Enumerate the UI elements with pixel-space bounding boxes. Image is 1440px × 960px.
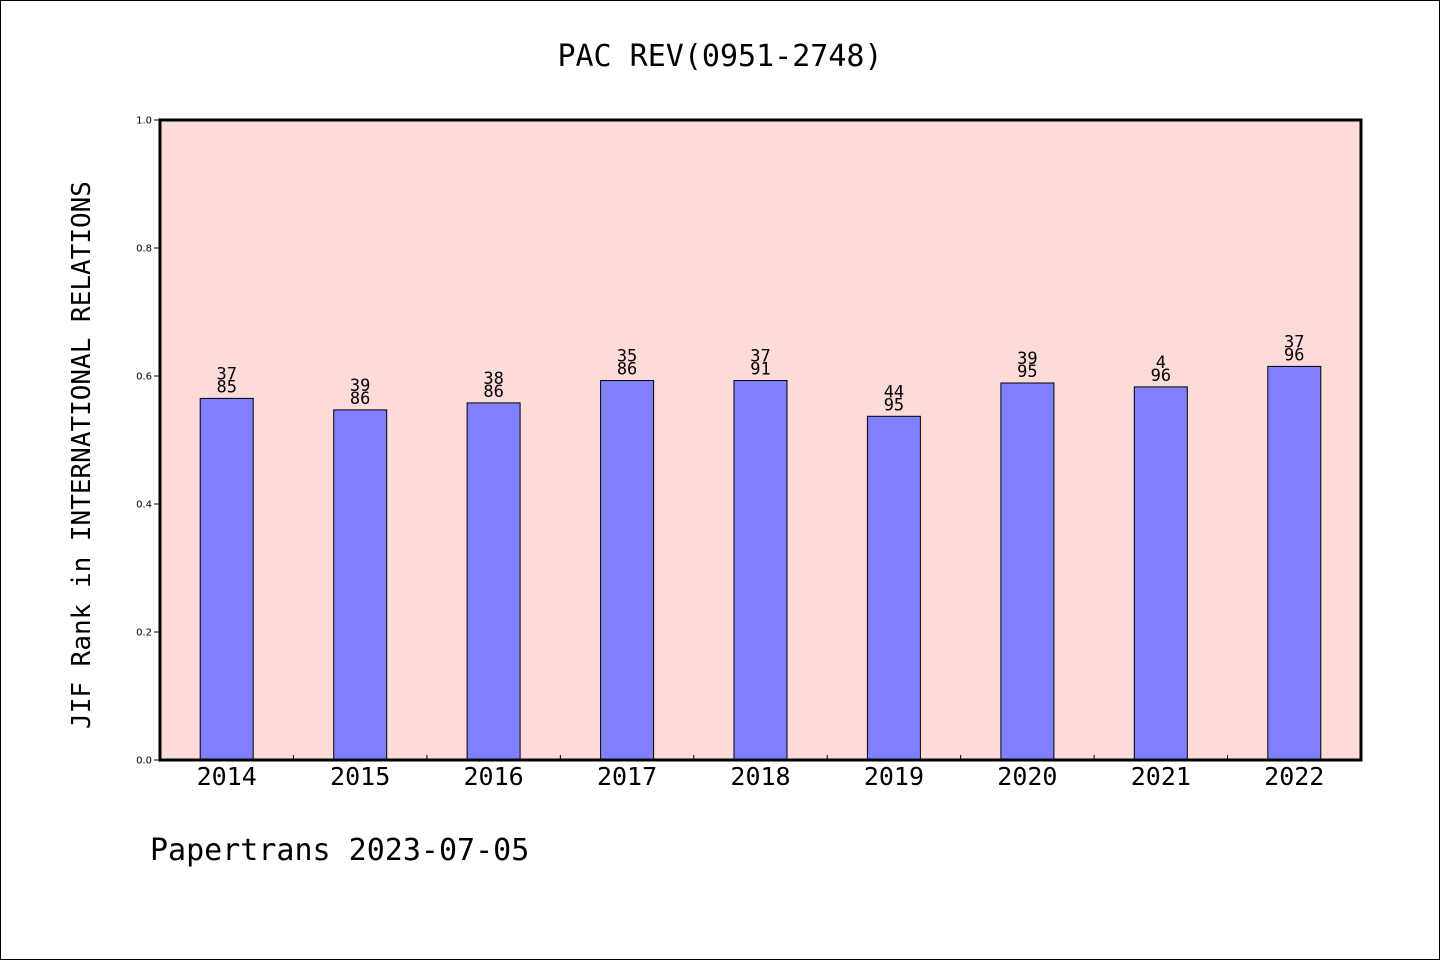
x-tick-label-2016: 2016 [464,762,524,791]
bar-label-top-2018: 37 [750,347,770,367]
bar-label-bottom-2021: 96 [1151,366,1171,386]
y-tick-label: 1.0 [136,116,152,127]
x-tick-label-2020: 2020 [997,762,1057,791]
bar-2021 [1133,386,1188,761]
bar-label-bottom-2020: 95 [1017,362,1037,382]
bar-label-bottom-2014: 85 [216,377,236,397]
bar-label-top-2021: 4 [1156,353,1166,373]
bar-2017 [600,380,655,761]
x-tick-label-2018: 2018 [730,762,790,791]
plot-border [158,118,1363,762]
bar-label-bottom-2018: 91 [750,360,770,380]
chart-title: PAC REV(0951-2748) [557,39,882,74]
x-tick-label-2019: 2019 [864,762,924,791]
bar-2019 [866,415,921,761]
bar-label-bottom-2016: 86 [483,382,503,402]
y-tick-label: 0.8 [136,244,152,255]
bar-label-top-2016: 38 [483,369,503,389]
y-tick-label: 0.4 [136,500,152,511]
x-tick-label-2022: 2022 [1264,762,1324,791]
x-tick-label-2017: 2017 [597,762,657,791]
x-tick-label-2014: 2014 [197,762,257,791]
bar-label-bottom-2022: 96 [1284,345,1304,365]
x-tick-label-2021: 2021 [1131,762,1191,791]
bar-2018 [733,380,788,761]
bar-label-top-2019: 44 [884,382,904,402]
bar-2014 [199,397,254,761]
bar-2016 [466,402,521,761]
bar-label-top-2014: 37 [216,364,236,384]
bar-label-top-2020: 39 [1017,349,1037,369]
bar-label-bottom-2015: 86 [350,389,370,409]
y-tick-label: 0.6 [136,372,152,383]
bar-label-top-2022: 37 [1284,332,1304,352]
bar-2020 [1000,382,1055,761]
bar-label-top-2015: 39 [350,376,370,396]
footer-text: Papertrans 2023-07-05 [150,833,530,868]
bar-label-top-2017: 35 [617,347,637,367]
y-axis-label: JIF Rank in INTERNATIONAL RELATIONS [67,181,97,729]
bar-2022 [1267,365,1322,761]
bar-label-bottom-2019: 95 [884,395,904,415]
y-tick-label: 0.0 [136,756,152,767]
bar-2015 [333,409,388,761]
x-tick-label-2015: 2015 [330,762,390,791]
bar-label-bottom-2017: 86 [617,360,637,380]
y-tick-label: 0.2 [136,628,152,639]
